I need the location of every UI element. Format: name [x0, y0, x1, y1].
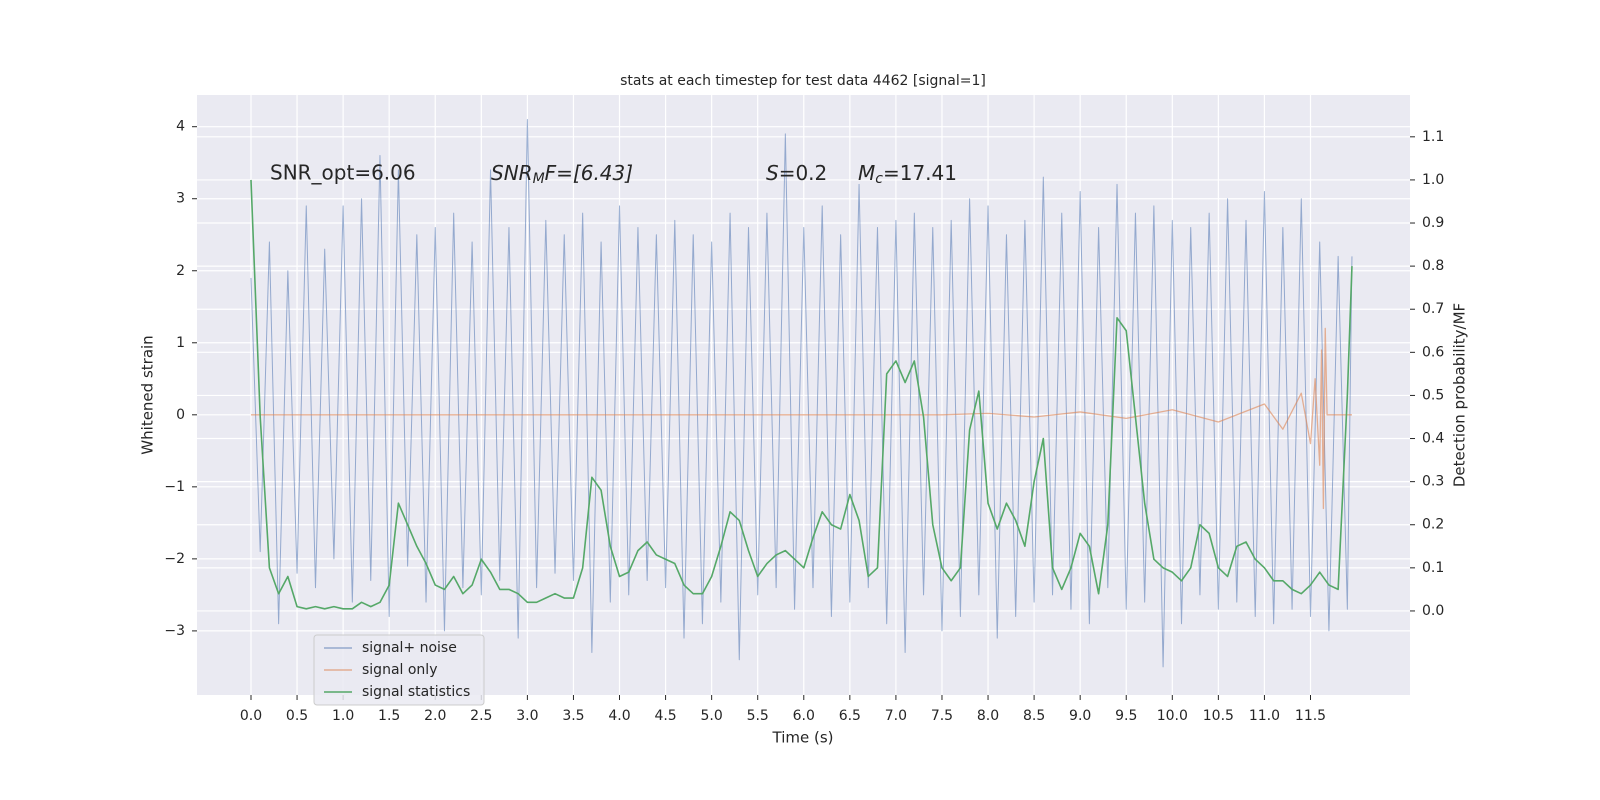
x-tick-label: 6.5 [839, 708, 861, 724]
y2-tick-label: 0.6 [1422, 344, 1444, 360]
y-tick-label: 2 [176, 263, 185, 279]
y2-tick-label: 0.4 [1422, 431, 1444, 447]
y2-tick-label: 0.0 [1422, 603, 1444, 619]
annotation-part: =0.2 [779, 161, 828, 185]
x-tick-label: 4.5 [654, 708, 676, 724]
x-tick-label: 8.5 [1023, 708, 1045, 724]
annotation-part: SNR [491, 161, 533, 185]
annotation-part: =17.41 [883, 161, 957, 185]
y2-tick-label: 0.2 [1422, 517, 1444, 533]
x-tick-label: 1.5 [378, 708, 400, 724]
legend-label: signal statistics [362, 684, 470, 700]
y2-tick-label: 0.3 [1422, 474, 1444, 490]
y2-tick-label: 1.1 [1422, 129, 1444, 145]
y2-tick-label: 0.1 [1422, 560, 1444, 576]
annotation: Mc=17.41 [858, 161, 957, 188]
annotation: SNR_opt=6.06 [270, 161, 416, 185]
y-tick-label: −3 [164, 623, 185, 639]
x-tick-label: 11.0 [1249, 708, 1280, 724]
y2-tick-label: 0.9 [1422, 215, 1444, 231]
x-tick-label: 5.5 [747, 708, 769, 724]
y-tick-label: 4 [176, 119, 185, 135]
x-tick-label: 2.0 [424, 708, 446, 724]
y2-tick-label: 0.8 [1422, 258, 1444, 274]
legend-box [313, 634, 485, 706]
x-tick-label: 6.0 [793, 708, 815, 724]
legend: signal+ noise signal only signal statistic… [313, 634, 485, 706]
x-tick-label: 3.5 [562, 708, 584, 724]
x-tick-label: 0.0 [240, 708, 262, 724]
y-axis-label: Whitened strain [139, 335, 157, 454]
annotation: SNRMF=[6.43] [491, 161, 633, 188]
y2-tick-label: 0.5 [1422, 387, 1444, 403]
annotation: S=0.2 [766, 161, 827, 185]
series-line [250, 179, 1353, 610]
axes: 0.0 0.5 1.0 1.5 2.0 2.5 3.0 3.5 4.0 4.5 5.0 5.5 6.0 6… [164, 119, 1444, 724]
x-tick-label: 10.0 [1157, 708, 1188, 724]
y-tick-label: 3 [176, 191, 185, 207]
x-tick-label: 0.5 [286, 708, 308, 724]
legend-label: signal+ noise [362, 640, 457, 656]
x-tick-label: 1.0 [332, 708, 354, 724]
x-axis-label: Time (s) [772, 729, 834, 747]
y2-tick-label: 1.0 [1422, 172, 1444, 188]
x-tick-label: 4.0 [608, 708, 630, 724]
x-tick-label: 10.5 [1203, 708, 1234, 724]
annotation-sub: M [533, 171, 545, 187]
y-tick-label: −1 [164, 479, 185, 495]
x-tick-label: 9.0 [1069, 708, 1091, 724]
x-tick-label: 5.0 [701, 708, 723, 724]
annotation-part: S [766, 161, 779, 185]
legend-label: signal only [362, 662, 437, 678]
y-tick-label: 1 [176, 335, 185, 351]
y-tick-label: 0 [176, 407, 185, 423]
series-line [250, 327, 1352, 510]
x-tick-label: 3.0 [516, 708, 538, 724]
x-tick-label: 2.5 [470, 708, 492, 724]
annotation-part: M [858, 161, 875, 185]
chart-title: stats at each timestep for test data 446… [620, 73, 986, 89]
annotation-sub: c [875, 171, 883, 187]
x-tick-label: 7.0 [885, 708, 907, 724]
marks [250, 118, 1353, 668]
series-line [250, 118, 1353, 668]
y-tick-label: −2 [164, 551, 185, 567]
y2-axis-label: Detection probability/MF [1451, 303, 1469, 487]
x-tick-label: 7.5 [931, 708, 953, 724]
x-tick-label: 11.5 [1295, 708, 1326, 724]
x-tick-label: 8.0 [977, 708, 999, 724]
y2-tick-label: 0.7 [1422, 301, 1444, 317]
annotation-part: F=[6.43] [545, 161, 633, 185]
x-tick-label: 9.5 [1115, 708, 1137, 724]
